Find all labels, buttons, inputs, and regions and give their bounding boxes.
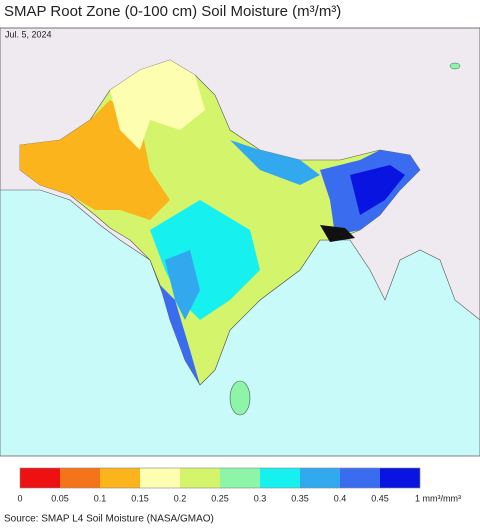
sri-lanka bbox=[229, 380, 251, 416]
lake bbox=[449, 62, 461, 70]
legend-swatch bbox=[300, 468, 340, 488]
legend-tick-label: 0.45 bbox=[371, 493, 389, 503]
legend-end-label: 1 mm³/mm³ bbox=[415, 493, 461, 503]
legend-frame bbox=[19, 467, 421, 489]
legend-tick-label: 0.35 bbox=[291, 493, 309, 503]
legend-swatch bbox=[140, 468, 180, 488]
legend-tick-label: 0.25 bbox=[211, 493, 229, 503]
source: Source: SMAP L4 Soil Moisture (NASA/GMAO… bbox=[4, 514, 214, 525]
legend-tick-label: 0.1 bbox=[94, 493, 107, 503]
date: Jul. 5, 2024 bbox=[5, 29, 52, 39]
legend-swatch bbox=[380, 468, 420, 488]
legend-swatch bbox=[20, 468, 60, 488]
moderate-region bbox=[110, 60, 205, 150]
map-frame bbox=[0, 27, 480, 457]
legend-swatch bbox=[340, 468, 380, 488]
legend-swatch bbox=[60, 468, 100, 488]
legend-tick-label: 0.4 bbox=[334, 493, 347, 503]
legend-tick-label: 0 bbox=[17, 493, 22, 503]
legend-swatch bbox=[260, 468, 300, 488]
legend-tick-label: 0.3 bbox=[254, 493, 267, 503]
legend-swatch bbox=[180, 468, 220, 488]
legend-tick-label: 0.05 bbox=[51, 493, 69, 503]
coastal-wet-region bbox=[160, 285, 200, 385]
saturated-region bbox=[320, 225, 355, 242]
legend: 0 0.05 0.1 0.15 0.2 0.25 0.3 0.35 0.4 0.45 1 mm³/m… bbox=[17, 467, 461, 503]
legend-tick-label: 0.15 bbox=[131, 493, 149, 503]
legend-swatch bbox=[220, 468, 260, 488]
wet-region bbox=[165, 250, 200, 320]
very-wet-region bbox=[350, 165, 405, 215]
legend-swatch bbox=[100, 468, 140, 488]
legend-tick-label: 0.2 bbox=[174, 493, 187, 503]
wet-region bbox=[230, 140, 320, 185]
title: SMAP Root Zone (0-100 cm) Soil Moisture … bbox=[4, 3, 341, 20]
